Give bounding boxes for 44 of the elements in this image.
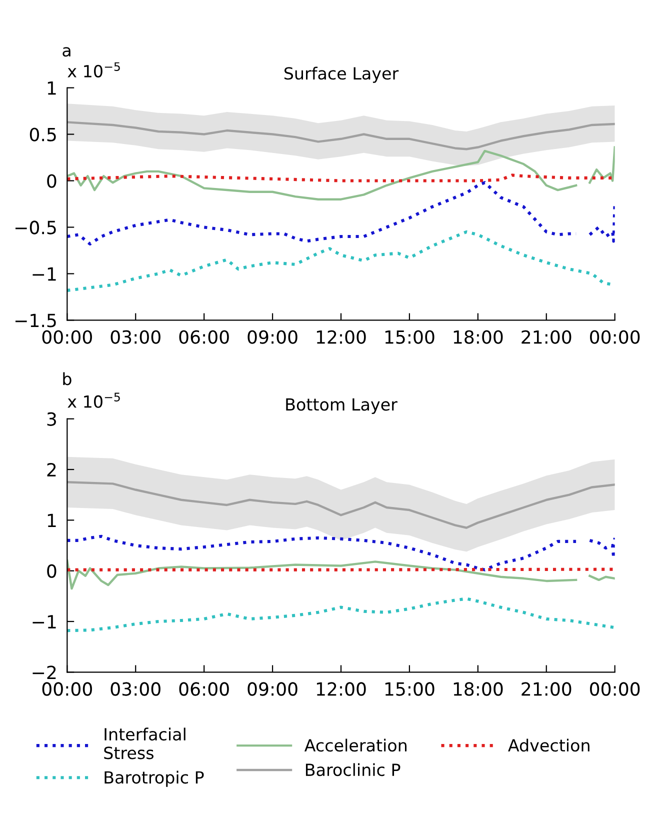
x-tick-label: 09:00 <box>248 682 298 696</box>
text: b <box>63 372 72 386</box>
x-tick-label: 00:00 <box>590 682 640 696</box>
y-tick-label: −2 <box>32 666 56 680</box>
x-tick-label: 21:00 <box>522 682 572 696</box>
y-axis-title: x 10$^{−5}$ <box>68 62 120 78</box>
x-tick-label: 06:00 <box>179 330 229 344</box>
y-tick-label: 0 <box>47 564 56 578</box>
x-tick-label: 00:00 <box>42 330 92 344</box>
legend-label: Barotropic P <box>104 770 204 787</box>
y-tick-label: 3 <box>47 412 56 426</box>
y-tick-label: 1 <box>48 514 56 528</box>
x-tick-label: 03:00 <box>110 682 160 696</box>
x-tick-label: 12:00 <box>316 682 366 696</box>
x-tick-label: 15:00 <box>385 330 434 344</box>
y-tick-label: 1 <box>48 81 56 95</box>
chart-title: Bottom Layer <box>286 398 398 414</box>
y-tick-label: 0 <box>47 174 56 188</box>
x-tick-label: 00:00 <box>42 682 92 696</box>
x-tick-label: 18:00 <box>454 330 503 344</box>
y-tick-label: −0.5 <box>16 220 56 234</box>
legend-label: Acceleration <box>304 738 406 752</box>
x-tick-label: 18:00 <box>454 682 503 696</box>
line-series <box>67 597 615 632</box>
legend-label: Advection <box>508 738 590 752</box>
line-series <box>67 481 615 529</box>
y-tick-label: −1.5 <box>16 314 56 328</box>
x-tick-label: 15:00 <box>385 682 434 696</box>
y-tick-label: 2 <box>47 462 56 476</box>
x-tick-label: 09:00 <box>248 330 298 344</box>
x-tick-label: 03:00 <box>110 330 160 344</box>
y-tick-label: 0.5 <box>30 128 56 142</box>
x-tick-label: 06:00 <box>179 682 229 696</box>
chart-title: Surface Layer <box>284 66 399 83</box>
y-tick-label: −1 <box>32 267 56 281</box>
legend-label: Interfacial Stress <box>104 728 186 760</box>
line-series <box>67 121 615 150</box>
y-tick-label: −1 <box>32 615 56 628</box>
x-tick-label: 12:00 <box>316 330 366 344</box>
x-tick-label: 00:00 <box>590 330 640 344</box>
text: a <box>62 47 70 57</box>
legend-label: Baroclinic P <box>306 763 400 776</box>
y-axis-title: x 10$^{−5}$ <box>68 392 120 408</box>
x-tick-label: 21:00 <box>522 330 572 344</box>
